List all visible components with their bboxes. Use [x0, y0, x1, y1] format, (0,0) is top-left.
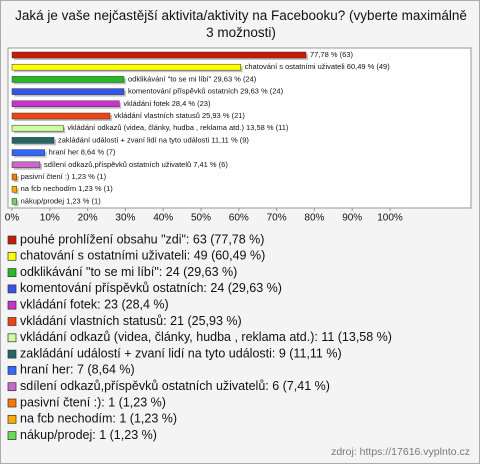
bar-label: odklikávání "to se mi líbí" 29,63 % (24) — [128, 74, 257, 83]
bar-label: vkládání fotek 28,4 % (23) — [123, 99, 211, 108]
legend-label: vkládání odkazů (videa, články, hudba , … — [20, 330, 392, 344]
legend-swatch — [7, 382, 17, 392]
bar-label: vkládání vlastních statusů 25,93 % (21) — [114, 111, 245, 120]
legend-label: pouhé prohlížení obsahu "zdi": 63 (77,78… — [20, 232, 264, 246]
legend-label: sdílení odkazů,příspěvků ostatních uživa… — [20, 379, 330, 393]
legend-swatch — [7, 366, 17, 375]
bar — [11, 137, 55, 144]
x-tick-label: 90% — [342, 213, 362, 224]
plot-area — [7, 47, 472, 209]
bar — [11, 63, 241, 71]
x-tick-label: 70% — [267, 213, 287, 224]
source: zdroj: https://17616.vyplnto.cz — [331, 446, 470, 458]
x-tick-label: 30% — [115, 213, 135, 224]
x-tick-label: 50% — [191, 213, 211, 224]
legend-label: na fcb nechodím: 1 (1,23 %) — [20, 412, 177, 426]
x-tick-label: 80% — [304, 213, 324, 224]
x-tick-label: 100% — [377, 213, 403, 224]
bar-label: pasivní čtení :) 1,23 % (1) — [21, 172, 107, 181]
bar-label: sdílení odkazů,příspěvků ostatních uživa… — [44, 160, 228, 169]
legend-swatch — [7, 333, 17, 343]
legend-swatch — [7, 268, 17, 277]
bar — [11, 88, 125, 95]
bar — [11, 124, 64, 132]
legend-swatch — [7, 251, 17, 261]
legend-swatch — [7, 398, 17, 408]
bar-label: na fcb nechodím 1,23 % (1) — [21, 184, 114, 193]
legend-label: pasivní čtení :): 1 (1,23 %) — [20, 395, 166, 409]
legend-label: nákup/prodej: 1 (1,23 %) — [20, 428, 157, 442]
bar — [11, 161, 41, 169]
bar-label: vkládání odkazů (videa, články, hudba , … — [67, 123, 289, 132]
x-tick-label: 20% — [78, 213, 98, 224]
legend-label: vkládání fotek: 23 (28,4 %) — [20, 297, 169, 311]
legend-label: vkládání vlastních statusů: 21 (25,93 %) — [20, 314, 242, 328]
x-tick-label: 40% — [153, 213, 173, 224]
x-tick-label: 10% — [40, 213, 60, 224]
bar-label: hraní her 8,64 % (7) — [49, 148, 116, 157]
legend-label: chatování s ostatními uživateli: 49 (60,… — [20, 249, 265, 263]
chart-title: Jaká je vaše nejčastější aktivita/aktivi… — [15, 8, 467, 40]
bar-label: chatování s ostatními uživateli 60,49 % … — [245, 62, 391, 71]
bar — [11, 198, 17, 205]
legend-swatch — [7, 317, 17, 326]
x-tick-label: 60% — [229, 213, 249, 224]
bar — [11, 173, 17, 181]
bar-label: 77,78 % (63) — [310, 50, 353, 59]
bar — [11, 185, 17, 193]
legend-swatch — [7, 284, 17, 294]
legend-swatch — [7, 414, 17, 424]
legend-swatch — [7, 349, 17, 359]
x-tick-label: 0% — [5, 213, 20, 224]
bar — [11, 76, 125, 83]
bar — [11, 149, 45, 156]
bar — [11, 51, 307, 59]
legend-swatch — [7, 300, 17, 310]
bar-label: nákup/prodej 1,23 % (1) — [21, 196, 102, 205]
legend-label: zakládání událostí + zvaní lidí na tyto … — [20, 346, 342, 360]
bar-label: zakládání událostí + zvaní lidí na tyto … — [58, 135, 249, 144]
bar — [11, 112, 111, 120]
legend-swatch — [7, 235, 17, 245]
legend-swatch — [7, 431, 17, 440]
bar-label: komentování příspěvků ostatních 29,63 % … — [128, 87, 284, 96]
bar — [11, 100, 120, 108]
legend-label: komentování příspěvků ostatních: 24 (29,… — [20, 281, 282, 295]
legend-label: hraní her: 7 (8,64 %) — [20, 363, 135, 377]
legend-label: odklikávání "to se mi líbí": 24 (29,63 %… — [20, 265, 237, 279]
